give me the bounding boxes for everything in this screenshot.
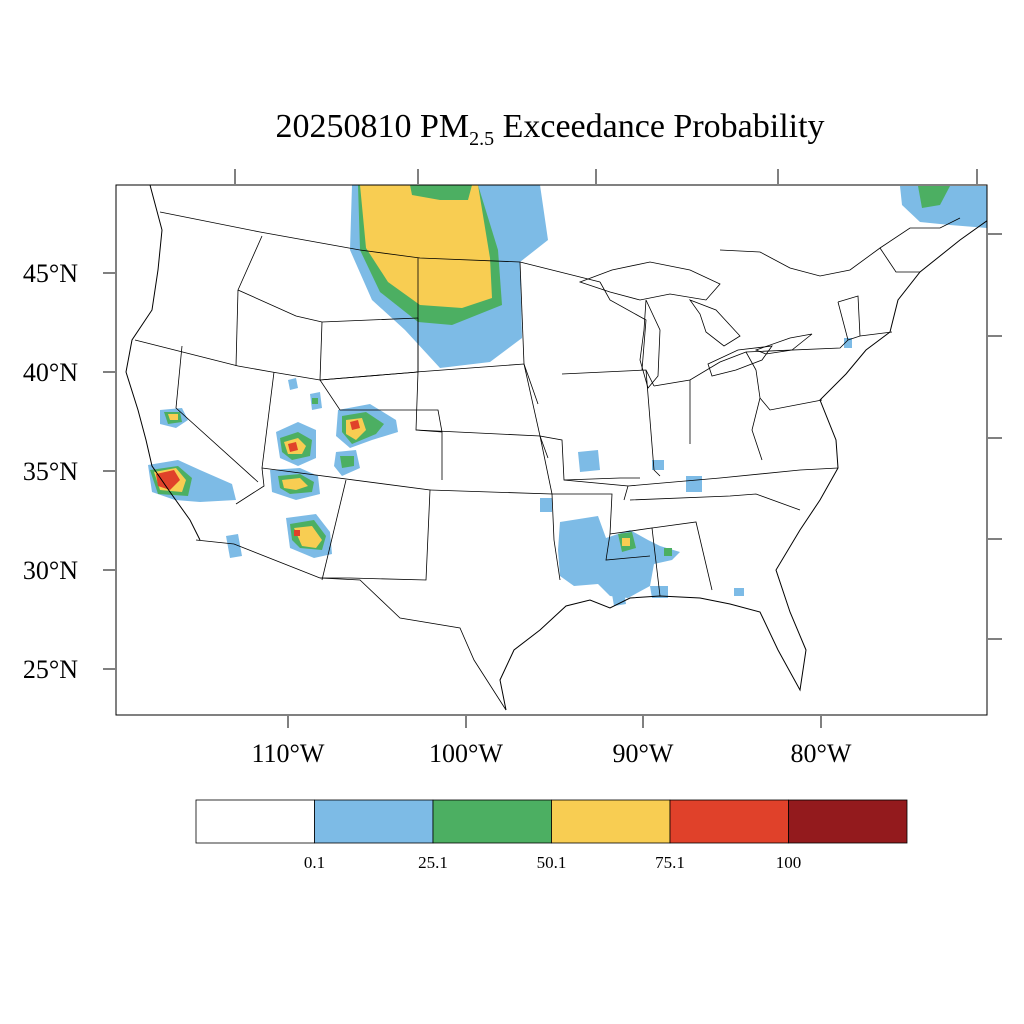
region-northern-california bbox=[160, 408, 188, 428]
colorbar-label-3: 75.1 bbox=[655, 853, 685, 872]
colorbar: 0.1 25.1 50.1 75.1 100 bbox=[195, 799, 908, 872]
lat-label-30: 30°N bbox=[23, 556, 78, 585]
colorbar-bin-5 bbox=[788, 799, 908, 844]
lat-label-25: 25°N bbox=[23, 655, 78, 684]
map-frame bbox=[115, 184, 988, 716]
colorbar-label-2: 50.1 bbox=[537, 853, 567, 872]
boundaries-layer bbox=[125, 185, 987, 711]
colorbar-bin-2 bbox=[432, 799, 552, 844]
region-utah bbox=[270, 378, 320, 500]
region-arizona bbox=[226, 514, 332, 558]
colorbar-label-1: 25.1 bbox=[418, 853, 448, 872]
colorbar-label-4: 100 bbox=[776, 853, 802, 872]
lat-label-40: 40°N bbox=[23, 358, 78, 387]
colorbar-bin-0 bbox=[195, 799, 315, 844]
lon-label-110: 110°W bbox=[252, 739, 325, 768]
colorbar-bin-1 bbox=[314, 799, 434, 844]
probability-layer bbox=[148, 185, 987, 606]
region-southern-california bbox=[148, 460, 236, 502]
lon-label-80: 80°W bbox=[791, 739, 852, 768]
map-ticks bbox=[103, 169, 1002, 728]
map-title: 20250810 PM2.5 Exceedance Probability bbox=[275, 108, 825, 150]
lat-label-35: 35°N bbox=[23, 457, 78, 486]
region-maine bbox=[900, 186, 987, 228]
lat-label-45: 45°N bbox=[23, 259, 78, 288]
colorbar-bin-4 bbox=[669, 799, 789, 844]
lon-label-90: 90°W bbox=[613, 739, 674, 768]
colorbar-bin-3 bbox=[551, 799, 671, 844]
lon-label-100: 100°W bbox=[429, 739, 503, 768]
colorbar-label-0: 0.1 bbox=[304, 853, 325, 872]
region-mississippi bbox=[540, 338, 852, 606]
region-northern-plains bbox=[350, 185, 548, 368]
region-colorado bbox=[310, 392, 398, 476]
